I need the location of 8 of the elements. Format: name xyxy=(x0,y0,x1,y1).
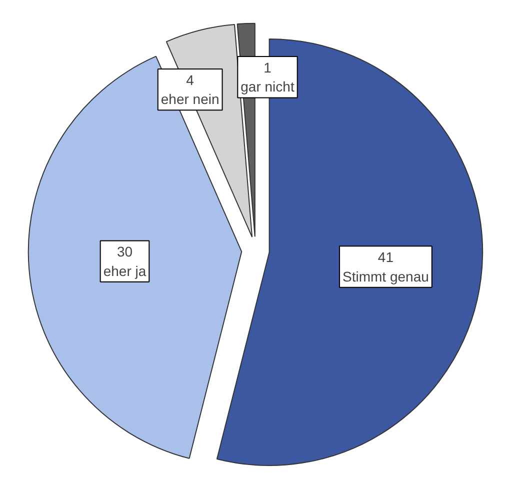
data-label: 41 xyxy=(378,249,394,266)
slice-label: eher nein xyxy=(160,91,220,108)
slice-label: eher ja xyxy=(103,262,146,279)
data-label: 30 xyxy=(116,244,133,260)
data-label: 4 xyxy=(186,72,194,88)
slice-label: gar nicht xyxy=(240,78,294,95)
data-label: 1 xyxy=(264,60,272,76)
slice-label: Stimmt genau xyxy=(342,268,429,284)
